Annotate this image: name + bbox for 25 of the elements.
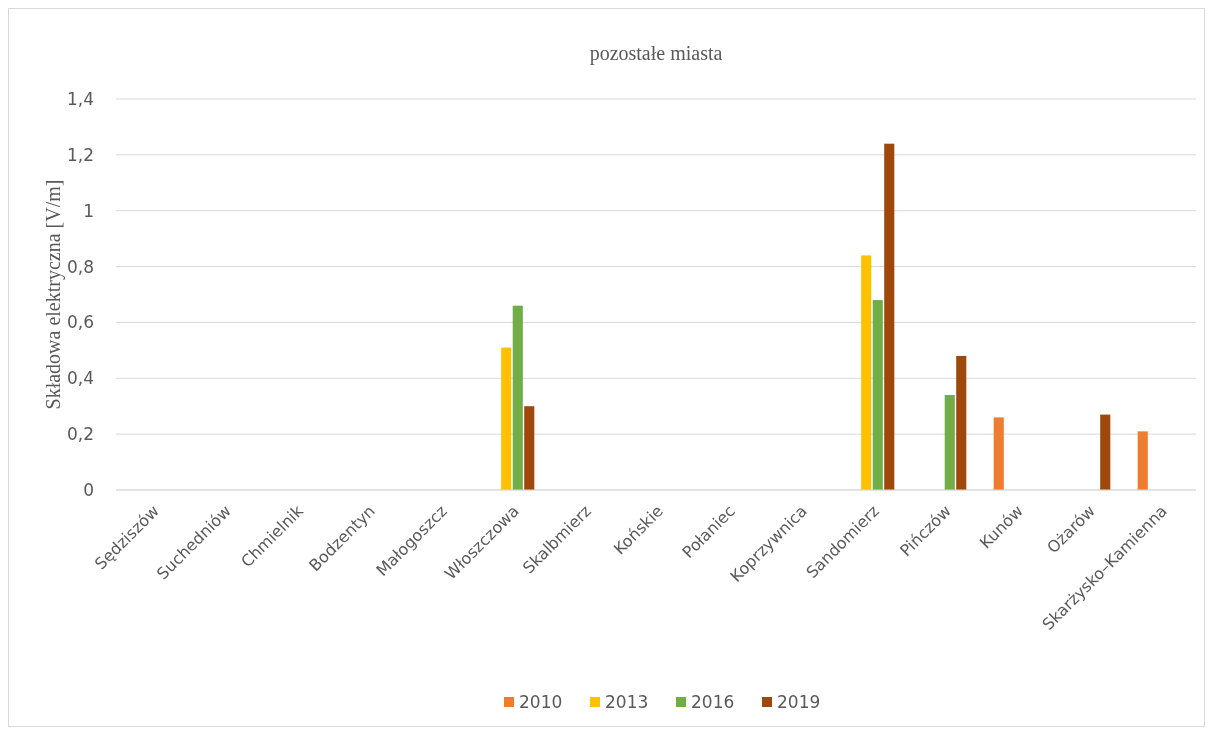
bar (501, 347, 512, 490)
y-tick-label: 1,2 (66, 144, 94, 165)
y-tick-label: 1,4 (66, 88, 94, 109)
legend-label: 2013 (605, 691, 649, 712)
bar (861, 255, 872, 490)
legend-label: 2016 (691, 691, 735, 712)
y-axis-title: Składowa elektryczna [V/m] (42, 179, 65, 410)
y-tick-label: 0,2 (66, 424, 94, 445)
bar (872, 300, 883, 490)
bar (524, 406, 535, 490)
legend-label: 2010 (519, 691, 563, 712)
bar (956, 355, 967, 490)
bar (993, 417, 1004, 490)
legend-label: 2019 (777, 691, 821, 712)
bar (1137, 431, 1148, 490)
bar (512, 305, 523, 490)
y-tick-label: 0,6 (66, 312, 94, 333)
bar (1100, 414, 1111, 490)
y-tick-label: 1 (83, 200, 94, 221)
bar (944, 395, 955, 490)
y-tick-label: 0,4 (66, 368, 94, 389)
bar (884, 143, 895, 490)
chart-title: pozostałe miasta (589, 42, 723, 65)
y-tick-label: 0,8 (66, 256, 94, 277)
y-tick-label: 0 (83, 479, 94, 500)
